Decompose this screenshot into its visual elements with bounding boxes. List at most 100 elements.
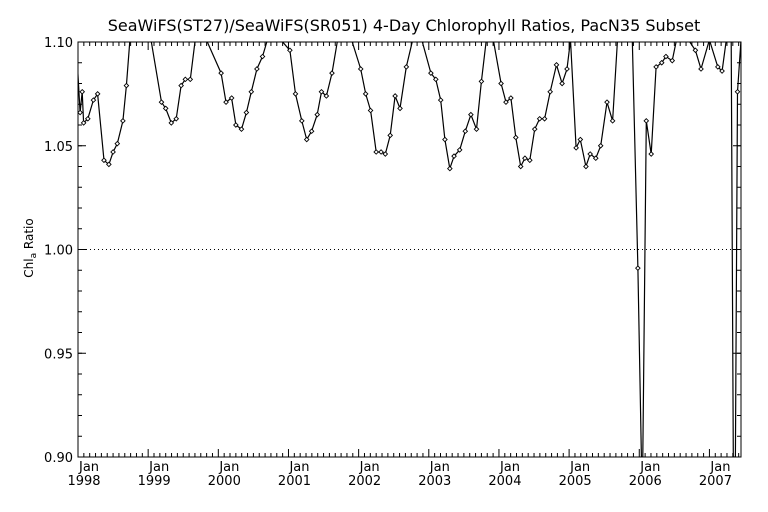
y-axis-label-subscript: a — [29, 253, 39, 259]
data-point — [80, 120, 87, 126]
data-point — [123, 82, 130, 89]
data-point — [517, 163, 524, 170]
x-tick-month: Jan — [288, 460, 309, 475]
data-point — [473, 126, 480, 132]
data-point — [451, 153, 457, 159]
data-point — [597, 142, 604, 149]
data-point — [503, 99, 509, 106]
data-point — [162, 105, 169, 112]
data-point — [314, 111, 321, 118]
plot-frame — [77, 41, 742, 458]
data-point — [583, 163, 589, 170]
x-tick-year: 2007 — [699, 474, 732, 489]
data-point — [318, 88, 325, 95]
data-point — [90, 97, 97, 103]
data-point — [456, 147, 463, 153]
data-point — [437, 97, 444, 103]
data-point — [428, 70, 434, 76]
axis-ticks: 0.900.951.001.051.10Jan1998Jan1999Jan200… — [44, 36, 741, 489]
data-point — [84, 115, 91, 122]
data-point — [397, 105, 403, 112]
y-tick-label: 1.10 — [44, 36, 73, 51]
x-tick-month: Jan — [639, 460, 660, 475]
data-point — [187, 76, 194, 83]
data-point — [663, 53, 669, 60]
data-point — [114, 140, 121, 147]
data-point — [498, 80, 504, 87]
y-tick-label: 1.00 — [44, 244, 73, 259]
data-point — [387, 132, 394, 139]
data-point — [468, 111, 474, 118]
y-tick-label: 0.95 — [44, 347, 73, 362]
data-point — [367, 107, 374, 114]
y-tick-label: 0.90 — [44, 451, 73, 466]
data-point — [715, 64, 721, 70]
y-axis-label-suffix: Ratio — [22, 218, 36, 253]
data-point — [382, 151, 389, 157]
data-point — [403, 64, 410, 70]
data-point — [698, 66, 704, 72]
data-point — [587, 151, 593, 157]
data-point — [604, 99, 610, 106]
x-tick-month: Jan — [499, 460, 520, 475]
data-point — [178, 82, 184, 89]
x-tick-year: 2005 — [559, 474, 592, 489]
x-tick-year: 2003 — [418, 474, 451, 489]
data-point — [78, 109, 83, 116]
data-point — [243, 109, 250, 116]
data-point — [692, 47, 699, 54]
data-point — [573, 144, 579, 151]
data-point — [541, 115, 548, 122]
x-tick-month: Jan — [429, 460, 450, 475]
data-point — [734, 88, 741, 95]
data-point — [357, 66, 364, 72]
data-point — [182, 76, 189, 83]
data-point — [168, 120, 175, 126]
data-point — [223, 99, 229, 106]
data-point — [378, 149, 384, 155]
data-point — [298, 118, 305, 124]
data-point — [643, 118, 650, 124]
y-tick-label: 1.05 — [44, 140, 73, 155]
data-point — [110, 149, 116, 155]
data-point — [120, 118, 126, 124]
x-tick-year: 2001 — [278, 474, 311, 489]
data-point — [238, 126, 245, 132]
series-line — [78, 42, 741, 457]
data-point — [547, 88, 554, 95]
data-point — [218, 70, 224, 76]
x-tick-year: 2000 — [208, 474, 241, 489]
data-point — [447, 165, 453, 172]
data-point — [101, 157, 107, 164]
data-point — [536, 115, 543, 122]
x-tick-year: 2006 — [629, 474, 662, 489]
x-tick-month: Jan — [218, 460, 239, 475]
x-tick-year: 1998 — [67, 474, 100, 489]
data-point — [512, 134, 519, 141]
data-point — [173, 115, 180, 122]
data-point — [442, 136, 448, 143]
data-point — [292, 91, 299, 97]
series-group — [78, 42, 741, 457]
data-point — [323, 93, 330, 99]
data-point — [432, 76, 439, 83]
data-point — [508, 95, 514, 101]
data-point — [669, 57, 676, 64]
data-point — [592, 155, 599, 162]
data-point — [392, 93, 398, 99]
data-point — [522, 155, 528, 162]
data-point — [526, 157, 533, 164]
data-point — [373, 149, 380, 155]
data-point — [478, 78, 485, 85]
data-point — [658, 59, 665, 66]
data-point — [308, 128, 315, 135]
data-point — [259, 53, 266, 60]
data-point — [719, 68, 725, 74]
data-point — [248, 88, 255, 95]
data-point — [609, 118, 616, 124]
chart-title: SeaWiFS(ST27)/SeaWiFS(SR051) 4-Day Chlor… — [108, 16, 701, 35]
data-point — [559, 80, 565, 87]
plot-area — [78, 42, 741, 457]
data-point — [254, 66, 260, 72]
data-point — [531, 126, 538, 132]
